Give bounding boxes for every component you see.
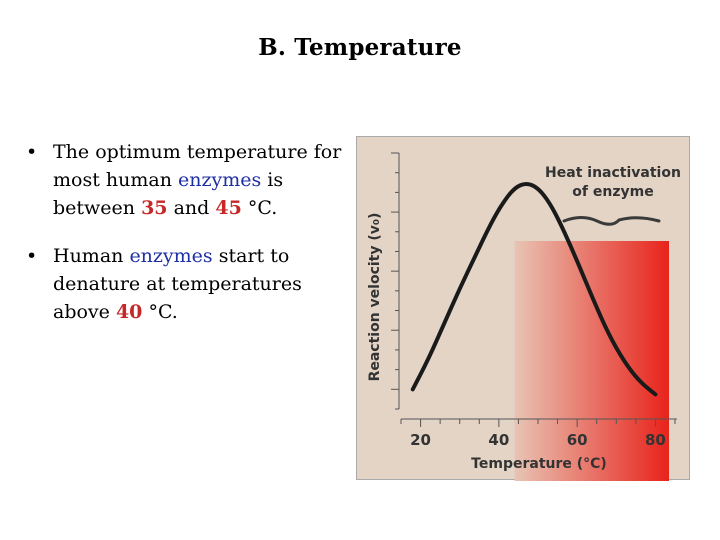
value-35: 35 [141,197,168,219]
heat-inactivation-label: Heat inactivation of enzyme [545,165,681,200]
x-tick-label: 80 [645,431,666,449]
keyword-enzymes: enzymes [129,245,213,267]
bullet-dot-icon: • [26,245,38,267]
value-40: 40 [115,301,143,323]
bullet-text-part: °C. [142,301,178,323]
bullet-dot-icon: • [26,141,38,163]
bullet-text-part: start to denature at temperatures above [53,245,302,323]
annotation-line: Heat inactivation [545,165,681,181]
x-axis: 20 40 60 80 [400,418,677,449]
bullet-item: • The optimum temperature for most human… [26,138,346,222]
x-axis-label: Temperature (°C) [471,456,607,472]
bullet-text-part: is between [53,169,284,219]
bullet-text: The optimum temperature for most human e… [53,141,341,219]
bullet-text-part: and [167,197,216,219]
velocity-curve [410,181,658,397]
bullet-text-part: °C. [241,197,278,219]
heat-inactivation-zone [514,241,669,481]
bullet-item: • Human enzymes start to denature at tem… [26,242,346,326]
y-axis [391,152,400,410]
bullet-list: • The optimum temperature for most human… [26,138,346,346]
slide-title: B. Temperature [258,34,462,61]
bullet-text-part: Human [53,245,130,267]
x-tick-label: 20 [410,431,431,449]
keyword-enzymes: enzymes [177,169,262,191]
x-tick-label: 40 [488,431,509,449]
temperature-velocity-chart: 20 40 60 80 Heat inactivation of enzyme Temp… [367,152,681,481]
annotation-line: of enzyme [572,184,653,200]
y-axis-label: Reaction velocity (v₀) [367,213,383,382]
bullet-text: Human enzymes start to denature at tempe… [53,245,302,323]
bullet-text-part: The optimum temperature for most human [53,141,342,191]
chart-panel: 20 40 60 80 Heat inactivation of enzyme Temp… [356,136,690,481]
wavy-boundary-line [562,216,661,226]
value-45: 45 [215,197,242,219]
x-tick-label: 60 [567,431,588,449]
